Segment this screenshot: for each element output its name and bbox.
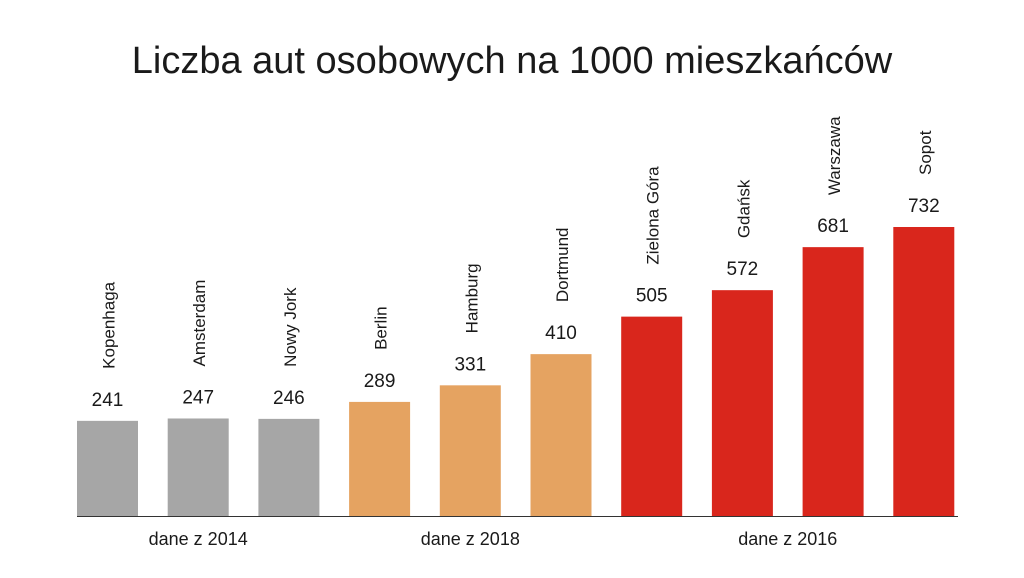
- category-label: Kopenhaga: [100, 281, 119, 369]
- category-label: Dortmund: [553, 227, 572, 302]
- bar: [258, 418, 320, 516]
- data-label: 732: [908, 196, 940, 217]
- category-label: Warszawa: [825, 116, 844, 195]
- bar: [711, 290, 773, 516]
- bar: [621, 316, 683, 516]
- data-label: 247: [182, 387, 214, 408]
- category-label: Gdańsk: [734, 179, 753, 238]
- category-label: Hamburg: [462, 263, 481, 333]
- category-label: Amsterdam: [190, 280, 209, 367]
- bar: [802, 247, 864, 516]
- bar: [77, 420, 138, 516]
- category-label: Berlin: [372, 306, 391, 349]
- data-label: 289: [364, 371, 396, 392]
- chart-title: Liczba aut osobowych na 1000 mieszkańców: [131, 40, 893, 82]
- data-label: 505: [636, 286, 668, 307]
- data-label: 331: [454, 354, 486, 375]
- bar: [893, 227, 955, 516]
- data-label: 241: [92, 390, 124, 411]
- data-label: 246: [273, 388, 305, 409]
- data-label: 681: [817, 216, 849, 237]
- bar: [349, 401, 411, 516]
- group-label: dane z 2014: [149, 529, 248, 549]
- group-label: dane z 2018: [421, 529, 520, 549]
- bar: [530, 354, 592, 516]
- data-label: 410: [545, 323, 577, 344]
- data-label: 572: [727, 259, 759, 280]
- group-label: dane z 2016: [738, 529, 837, 549]
- category-label: Sopot: [916, 130, 935, 175]
- category-label: Zielona Góra: [644, 166, 663, 265]
- bar: [167, 418, 229, 516]
- bar: [439, 385, 501, 516]
- category-label: Nowy Jork: [281, 287, 300, 367]
